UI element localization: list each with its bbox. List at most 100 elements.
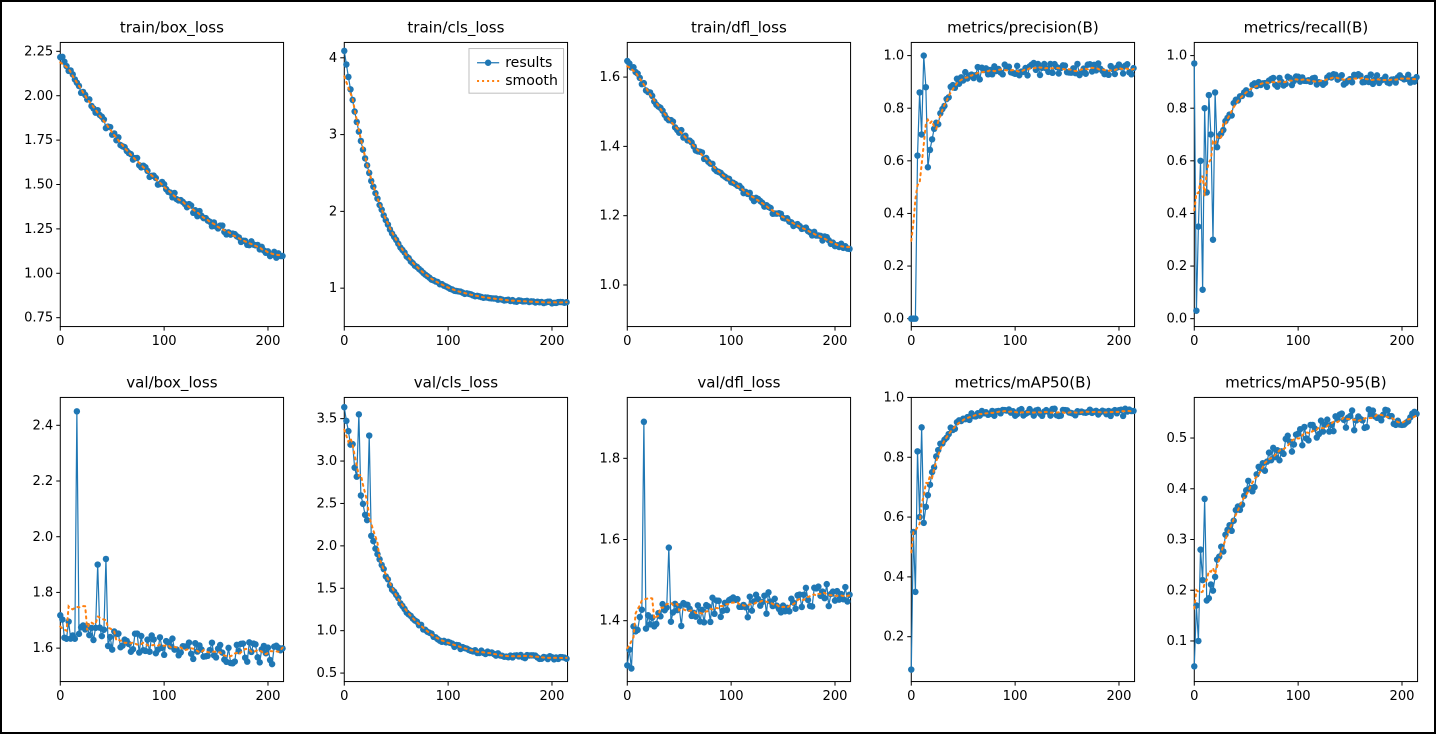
svg-text:100: 100 <box>1286 334 1311 349</box>
legend: results smooth <box>469 49 564 94</box>
svg-text:0.6: 0.6 <box>883 154 904 169</box>
panel-title: train/box_loss <box>120 18 224 37</box>
plot-frame <box>627 397 850 681</box>
panel-title: val/box_loss <box>126 373 217 392</box>
svg-text:200: 200 <box>539 334 564 349</box>
svg-text:0.4: 0.4 <box>1167 482 1188 497</box>
svg-text:0.3: 0.3 <box>1167 533 1188 548</box>
xticks: 0100200 <box>1191 327 1415 349</box>
svg-text:1.6: 1.6 <box>32 641 53 656</box>
panel-val-cls-loss: val/cls_loss 0100200 0.51.01.52.02.53.03… <box>296 367 574 712</box>
xticks: 0 100 200 <box>623 327 847 349</box>
svg-text:200: 200 <box>1390 689 1415 704</box>
smooth-line <box>911 410 1133 552</box>
svg-text:3.0: 3.0 <box>316 454 337 469</box>
svg-text:200: 200 <box>256 689 281 704</box>
yticks: 0.00.20.40.60.81.0 <box>1167 49 1195 327</box>
svg-text:1.0: 1.0 <box>316 624 337 639</box>
plot-frame <box>344 397 567 681</box>
smooth-line <box>344 430 566 658</box>
svg-text:2.0: 2.0 <box>316 539 337 554</box>
svg-text:200: 200 <box>539 689 564 704</box>
svg-text:0.8: 0.8 <box>1167 101 1188 116</box>
xticks: 0 100 200 <box>1191 682 1415 704</box>
xticks: 0100200 <box>623 682 847 704</box>
smooth-line <box>911 67 1133 241</box>
svg-text:0: 0 <box>623 334 631 349</box>
panel-metrics-precision: metrics/precision(B) 0100200 0.00.20.40.… <box>863 12 1141 357</box>
legend-results-label: results <box>505 55 552 71</box>
svg-text:0: 0 <box>340 334 348 349</box>
svg-text:1.0: 1.0 <box>600 278 621 293</box>
panel-val-dfl-loss: val/dfl_loss 0100200 1.41.61.8 <box>579 367 857 712</box>
svg-text:0.4: 0.4 <box>883 570 904 585</box>
panel-title: metrics/precision(B) <box>947 18 1099 36</box>
svg-text:2.4: 2.4 <box>32 418 53 433</box>
svg-text:0.5: 0.5 <box>1167 431 1188 446</box>
svg-text:0: 0 <box>56 689 64 704</box>
smooth-line <box>1195 77 1417 210</box>
plot-frame <box>1195 42 1418 326</box>
svg-text:1.0: 1.0 <box>883 49 904 64</box>
yticks: 0.10.20.30.40.5 <box>1167 431 1195 649</box>
svg-text:2.25: 2.25 <box>24 44 53 59</box>
svg-text:200: 200 <box>256 334 281 349</box>
yticks: 0.51.01.52.02.53.03.5 <box>316 412 344 681</box>
panel-title: metrics/mAP50(B) <box>954 373 1091 391</box>
smooth-line <box>60 63 282 256</box>
svg-text:200: 200 <box>823 334 848 349</box>
svg-text:4: 4 <box>329 51 337 66</box>
smooth-line <box>1195 415 1417 609</box>
svg-text:0.1: 0.1 <box>1167 634 1188 649</box>
svg-text:200: 200 <box>1106 334 1131 349</box>
svg-text:0: 0 <box>56 334 64 349</box>
svg-text:0: 0 <box>1191 334 1199 349</box>
svg-text:100: 100 <box>435 334 460 349</box>
panel-title: train/cls_loss <box>407 18 504 37</box>
svg-text:3.5: 3.5 <box>316 412 337 427</box>
svg-text:0.6: 0.6 <box>1167 154 1188 169</box>
svg-text:200: 200 <box>823 689 848 704</box>
svg-text:2.5: 2.5 <box>316 496 337 511</box>
svg-text:0.4: 0.4 <box>883 206 904 221</box>
svg-text:100: 100 <box>152 689 177 704</box>
panel-title: metrics/mAP50-95(B) <box>1226 373 1387 391</box>
svg-text:2.0: 2.0 <box>32 530 53 545</box>
yticks: 1.6 1.8 2.0 2.2 2.4 <box>32 418 60 656</box>
svg-text:0: 0 <box>340 689 348 704</box>
svg-text:1.8: 1.8 <box>32 585 53 600</box>
svg-text:2.00: 2.00 <box>24 89 53 104</box>
svg-text:1.2: 1.2 <box>600 209 621 224</box>
yticks: 1.41.61.8 <box>600 451 628 628</box>
svg-text:1.00: 1.00 <box>24 266 53 281</box>
svg-text:100: 100 <box>435 689 460 704</box>
svg-text:2.2: 2.2 <box>32 474 53 489</box>
svg-text:0.6: 0.6 <box>883 510 904 525</box>
svg-text:0: 0 <box>623 689 631 704</box>
svg-text:100: 100 <box>719 334 744 349</box>
panel-val-box-loss: val/box_loss 0 100 200 1.6 1.8 2.0 2.2 2.4 <box>12 367 290 712</box>
training-results-figure: train/box_loss 0100200 0.751.001.251.501… <box>0 0 1436 734</box>
panel-metrics-map50-95: metrics/mAP50-95(B) 0100200 0.10.20.30.4… <box>1146 367 1424 712</box>
panel-title: val/cls_loss <box>413 373 498 392</box>
yticks: 1.01.21.41.6 <box>600 70 628 293</box>
svg-text:0.0: 0.0 <box>883 312 904 327</box>
svg-text:1.4: 1.4 <box>600 614 621 629</box>
results-line <box>341 404 570 663</box>
svg-text:0.8: 0.8 <box>883 450 904 465</box>
xticks: 0100200 <box>907 327 1131 349</box>
svg-text:1.4: 1.4 <box>600 139 621 154</box>
svg-text:0.2: 0.2 <box>1167 259 1188 274</box>
svg-text:0.4: 0.4 <box>1167 206 1188 221</box>
plot-frame <box>60 42 283 326</box>
svg-text:1.8: 1.8 <box>600 451 621 466</box>
results-line <box>624 58 853 252</box>
svg-text:1.75: 1.75 <box>24 133 53 148</box>
yticks: 0.00.20.40.60.81.0 <box>883 49 911 327</box>
svg-text:100: 100 <box>152 334 177 349</box>
xticks: 0100200 <box>907 682 1131 704</box>
svg-text:100: 100 <box>1286 689 1311 704</box>
results-line <box>908 52 1137 322</box>
svg-text:0: 0 <box>1191 689 1199 704</box>
xticks: 0 100 200 <box>340 682 564 704</box>
